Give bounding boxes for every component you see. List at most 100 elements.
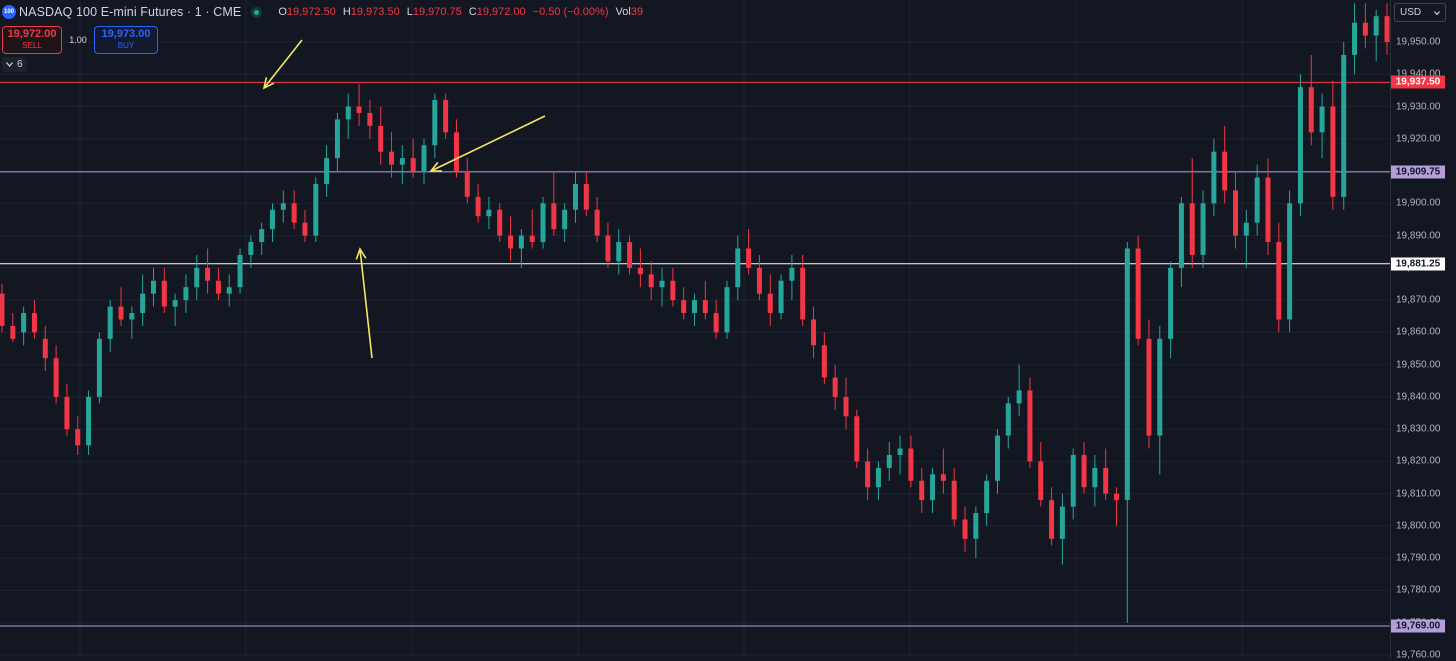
annotation-arrow-line: [430, 115, 546, 172]
candle-body: [735, 248, 741, 288]
candle-body: [302, 222, 308, 236]
price-tick-label: 19,930.00: [1396, 101, 1441, 113]
candle-body: [800, 267, 806, 320]
ohlc-item: H19,973.50: [343, 6, 400, 18]
chart-header: 100 NASDAQ 100 E-mini Futures · 1 · CME …: [0, 0, 643, 24]
candle-body: [464, 171, 470, 197]
candle-body: [313, 183, 319, 236]
candle-body: [10, 325, 16, 339]
candle-body: [1059, 506, 1065, 539]
price-level-label[interactable]: 19,909.75: [1391, 165, 1445, 179]
candle-body: [443, 100, 449, 133]
candle-body: [962, 519, 968, 539]
candle-body: [724, 287, 730, 333]
candle-body: [226, 287, 232, 294]
ohlc-key: L: [406, 6, 413, 18]
candle-body: [681, 300, 687, 314]
ohlc-key: O: [278, 6, 287, 18]
price-tick-label: 19,800.00: [1396, 520, 1441, 532]
candle-body: [172, 300, 178, 307]
ohlc-item: −0.50 (−0.00%): [533, 6, 609, 18]
candle-body: [1233, 190, 1239, 236]
candle-body: [605, 235, 611, 262]
candle-body: [1103, 467, 1109, 494]
ohlc-value: 19,973.50: [350, 6, 400, 18]
currency-select[interactable]: USD: [1394, 3, 1446, 22]
annotation-arrow-line: [263, 39, 303, 89]
candle-body: [583, 183, 589, 210]
price-level-label[interactable]: 19,769.00: [1391, 619, 1445, 633]
candle-body: [529, 235, 535, 243]
candle-body: [616, 242, 622, 262]
candle-body: [1135, 248, 1141, 339]
candle-body: [237, 254, 243, 288]
annotation-arrow-line: [359, 248, 373, 359]
candle-body: [908, 448, 914, 481]
candle-body: [746, 248, 752, 268]
candle-body: [1038, 461, 1044, 501]
candle-body: [378, 125, 384, 152]
candle-body: [1178, 203, 1184, 268]
candle-body: [1373, 16, 1379, 36]
candle-body: [1081, 454, 1087, 488]
price-level-label[interactable]: 19,937.50: [1391, 75, 1445, 89]
candle-body: [919, 480, 925, 501]
price-tick-label: 19,830.00: [1396, 423, 1441, 435]
indicators-toggle-button[interactable]: 6: [2, 57, 27, 72]
candle-body: [432, 100, 438, 146]
candle-body: [1265, 177, 1271, 243]
candle-body: [75, 429, 81, 446]
candle-body: [562, 209, 568, 230]
sell-button[interactable]: 19,972.00 SELL: [2, 26, 62, 54]
candle-body: [1243, 222, 1249, 236]
buy-button[interactable]: 19,973.00 BUY: [94, 26, 158, 54]
candle-body: [572, 183, 578, 210]
candle-body: [367, 112, 373, 126]
price-tick-label: 19,760.00: [1396, 649, 1441, 661]
candle-body: [118, 306, 124, 320]
candlestick-chart[interactable]: [0, 0, 1390, 658]
candle-body: [140, 293, 146, 314]
candle-body: [1352, 22, 1358, 55]
candle-body: [280, 203, 286, 210]
candle-body: [248, 242, 254, 255]
candle-body: [854, 416, 860, 462]
symbol-title[interactable]: NASDAQ 100 E-mini Futures · 1 · CME: [19, 5, 242, 19]
price-tick-label: 19,810.00: [1396, 488, 1441, 500]
candle-body: [53, 358, 59, 397]
candle-body: [1005, 403, 1011, 436]
market-status-icon[interactable]: [251, 6, 263, 18]
candle-body: [1254, 177, 1260, 223]
ohlc-legend: O19,972.50 H19,973.50 L19,970.75 C19,972.00…: [278, 6, 643, 18]
candle-body: [1276, 242, 1282, 320]
candle-body: [865, 461, 871, 488]
price-tick-label: 19,840.00: [1396, 391, 1441, 403]
candle-body: [42, 338, 48, 359]
sell-label: SELL: [22, 41, 42, 50]
ohlc-value: −0.50 (−0.00%): [532, 6, 609, 18]
candle-body: [270, 209, 276, 230]
candle-body: [1113, 493, 1119, 501]
candle-body: [637, 267, 643, 275]
price-tick-label: 19,850.00: [1396, 359, 1441, 371]
candle-body: [843, 396, 849, 417]
price-tick-label: 19,860.00: [1396, 326, 1441, 338]
candle-body: [973, 513, 979, 539]
price-level-label[interactable]: 19,881.25: [1391, 257, 1445, 271]
candle-body: [1200, 203, 1206, 255]
candle-body: [1124, 248, 1130, 501]
quantity-value[interactable]: 1.00: [69, 35, 87, 45]
price-axis[interactable]: [1390, 0, 1456, 658]
price-tick-label: 19,900.00: [1396, 197, 1441, 209]
candle-body: [1341, 54, 1347, 197]
candle-body: [334, 119, 340, 159]
candle-body: [540, 203, 546, 243]
candle-body: [421, 145, 427, 172]
candle-body: [150, 280, 156, 294]
ohlc-item: Vol39: [616, 6, 644, 18]
candle-body: [31, 313, 37, 333]
candle-body: [453, 132, 459, 172]
candle-body: [1049, 500, 1055, 539]
buy-label: BUY: [117, 41, 135, 50]
candle-body: [1297, 87, 1303, 204]
